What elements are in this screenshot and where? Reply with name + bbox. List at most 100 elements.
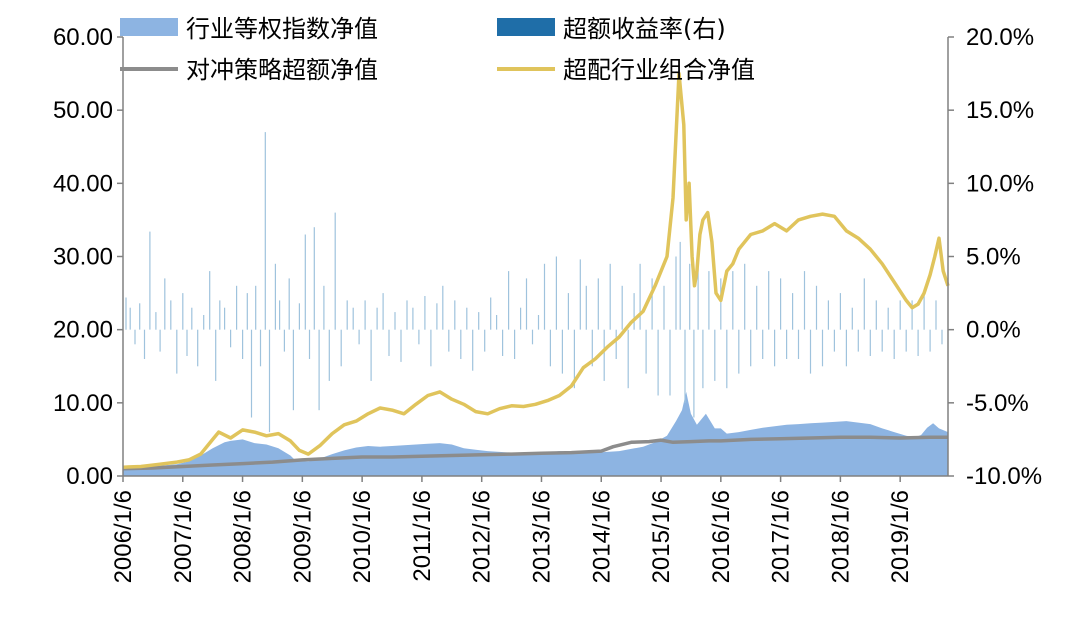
excess-return-bar — [679, 241, 681, 330]
excess-return-bar — [929, 329, 931, 352]
excess-return-bar — [472, 329, 474, 371]
excess-return-bar — [364, 300, 366, 330]
excess-return-bar — [508, 271, 510, 330]
bar-series-excess-return — [125, 132, 943, 433]
excess-return-bar — [561, 329, 563, 374]
excess-return-bar — [490, 297, 492, 330]
excess-return-bar — [143, 329, 146, 359]
left-y-tick-label: 40.00 — [53, 170, 113, 197]
excess-return-bar — [484, 329, 486, 352]
excess-return-bar — [182, 293, 184, 330]
excess-return-bar — [693, 329, 695, 418]
axes: 0.00 10.00 20.00 30.00 40.00 50.00 60.00 -10.0%… — [53, 24, 1042, 583]
excess-return-bar — [887, 307, 889, 330]
excess-return-bar — [821, 329, 824, 367]
excess-return-bar — [219, 300, 221, 330]
excess-return-bar — [203, 315, 205, 330]
excess-return-bar — [442, 285, 444, 330]
right-y-tick-label: -5.0% — [966, 390, 1029, 417]
left-y-tick-label: 30.00 — [53, 244, 113, 271]
excess-return-bar — [845, 329, 847, 367]
excess-return-bar — [129, 307, 131, 330]
excess-return-bar — [334, 212, 336, 330]
excess-return-bar — [514, 329, 516, 359]
x-tick-label: 2012/1/6 — [469, 490, 496, 583]
excess-return-bar — [250, 329, 253, 418]
excess-return-bar — [478, 312, 480, 330]
excess-return-bar — [923, 293, 925, 330]
excess-return-bar — [549, 329, 551, 367]
excess-return-bar — [786, 329, 788, 359]
excess-return-bar — [663, 285, 665, 330]
excess-return-bar — [827, 300, 829, 330]
excess-return-bar — [298, 303, 300, 330]
excess-return-bar — [615, 329, 617, 359]
excess-return-bar — [125, 297, 127, 330]
excess-return-bar — [893, 329, 895, 359]
excess-return-bar — [448, 329, 450, 352]
excess-return-bar — [520, 307, 522, 330]
excess-return-bar — [579, 259, 581, 330]
excess-return-bar — [792, 293, 794, 330]
excess-return-bar — [279, 300, 281, 330]
excess-return-bar — [899, 300, 901, 330]
excess-return-bar — [726, 329, 728, 389]
legend: 行业等权指数净值 超额收益率(右) 对冲策略超额净值 超配行业组合净值 — [120, 15, 755, 84]
excess-return-bar — [264, 132, 266, 330]
left-y-tick-label: 0.00 — [66, 463, 113, 490]
left-y-tick-label: 50.00 — [53, 97, 113, 124]
left-y-tick-label: 60.00 — [53, 24, 113, 51]
excess-return-bar — [935, 300, 937, 330]
excess-return-bar — [627, 329, 629, 389]
excess-return-bar — [803, 271, 806, 330]
excess-return-bar — [242, 329, 244, 359]
excess-return-bar — [585, 285, 587, 330]
excess-return-bar — [274, 263, 276, 330]
left-y-tick-label: 20.00 — [53, 317, 113, 344]
x-tick-label: 2019/1/6 — [887, 490, 914, 583]
excess-return-bar — [645, 329, 647, 374]
excess-return-bar — [164, 278, 166, 330]
x-tick-label: 2018/1/6 — [827, 490, 854, 583]
excess-return-bar — [573, 329, 575, 389]
excess-return-bar — [780, 278, 782, 330]
legend-swatch — [497, 18, 555, 36]
excess-return-bar — [732, 271, 734, 330]
excess-return-bar — [750, 329, 752, 367]
excess-return-bar — [543, 263, 546, 330]
legend-swatch — [120, 18, 178, 36]
excess-return-bar — [657, 329, 659, 396]
legend-item: 超额收益率(右) — [497, 15, 726, 43]
excess-return-bar — [215, 329, 217, 381]
excess-return-bar — [621, 285, 623, 330]
area-series-industry-index — [123, 391, 948, 476]
excess-return-bar — [313, 227, 315, 330]
x-tick-label: 2011/1/6 — [409, 490, 436, 582]
right-y-tick-label: 10.0% — [966, 170, 1034, 197]
excess-return-bar — [941, 329, 943, 345]
excess-return-bar — [155, 312, 157, 330]
excess-return-bar — [424, 296, 426, 330]
excess-return-bar — [702, 329, 704, 389]
legend-label: 对冲策略超额净值 — [186, 56, 378, 84]
excess-return-bar — [246, 293, 248, 330]
excess-return-bar — [318, 329, 320, 411]
excess-return-bar — [738, 329, 740, 374]
right-y-tick-label: 15.0% — [966, 97, 1034, 124]
excess-return-bar — [905, 329, 907, 352]
excess-return-bar — [304, 234, 306, 330]
plot-area — [122, 71, 950, 476]
excess-return-bar — [881, 329, 883, 352]
excess-return-bar — [917, 329, 919, 356]
excess-return-bar — [255, 285, 257, 330]
x-tick-label: 2007/1/6 — [170, 490, 197, 583]
excess-return-bar — [236, 285, 238, 330]
excess-return-bar — [283, 329, 285, 352]
excess-return-bar — [839, 293, 841, 330]
excess-return-bar — [911, 300, 913, 330]
excess-return-bar — [537, 315, 540, 330]
excess-return-bar — [669, 329, 671, 396]
excess-return-bar — [209, 271, 211, 330]
excess-return-bar — [382, 293, 384, 330]
